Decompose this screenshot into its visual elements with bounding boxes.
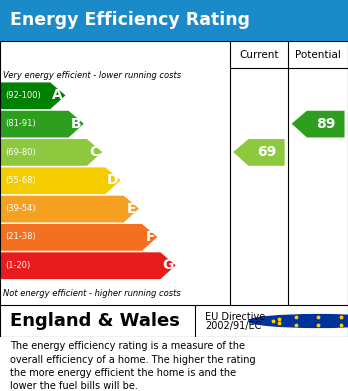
Text: 69: 69 [257,145,276,159]
Text: (69-80): (69-80) [5,147,36,156]
Polygon shape [0,224,157,251]
Text: (21-38): (21-38) [5,233,36,242]
Polygon shape [0,139,102,166]
Text: A: A [53,88,63,102]
Text: Potential: Potential [295,50,341,59]
Text: 2002/91/EC: 2002/91/EC [205,321,262,331]
Polygon shape [233,139,285,166]
Text: (55-68): (55-68) [5,176,36,185]
Text: Current: Current [239,50,279,59]
Text: 89: 89 [316,117,335,131]
Polygon shape [0,83,65,109]
Text: F: F [145,230,155,244]
Text: B: B [71,117,81,131]
Text: D: D [107,173,118,187]
Text: E: E [127,202,137,216]
Polygon shape [0,252,176,279]
Polygon shape [0,196,139,222]
Text: EU Directive: EU Directive [205,312,266,322]
Text: (39-54): (39-54) [5,204,36,213]
Polygon shape [0,167,121,194]
Text: (81-91): (81-91) [5,119,36,128]
Circle shape [249,315,348,327]
Text: (1-20): (1-20) [5,261,31,270]
Polygon shape [0,111,84,138]
Polygon shape [292,111,345,138]
Text: The energy efficiency rating is a measure of the
overall efficiency of a home. T: The energy efficiency rating is a measur… [10,341,256,391]
Text: Very energy efficient - lower running costs: Very energy efficient - lower running co… [3,70,182,79]
Text: England & Wales: England & Wales [10,312,180,330]
Text: G: G [162,258,173,272]
Text: Energy Efficiency Rating: Energy Efficiency Rating [10,11,251,29]
Text: C: C [90,145,100,159]
Text: (92-100): (92-100) [5,91,41,100]
Text: Not energy efficient - higher running costs: Not energy efficient - higher running co… [3,289,181,298]
